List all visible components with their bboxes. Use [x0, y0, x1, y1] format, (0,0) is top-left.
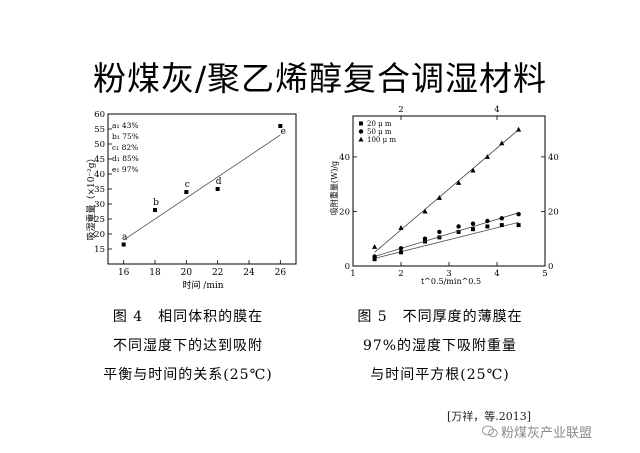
fig4-point-label: c [185, 180, 190, 190]
fig5-caption-line: 图 5 不同厚度的薄膜在 [357, 309, 523, 325]
fig4-xlabel: 时间 /min [182, 279, 223, 291]
fig5-data-point [422, 208, 428, 214]
watermark: 粉煤灰产业联盟 [482, 422, 592, 441]
fig5-x-tick-label: 1 [350, 269, 355, 279]
fig4-x-tick-label: 16 [118, 268, 130, 278]
fig4-x-tick-label: 22 [212, 268, 223, 278]
fig5-data-point [470, 167, 476, 173]
fig4-legend-entry: a₁ 43% [112, 121, 139, 130]
fig4-point-label: a [122, 233, 128, 243]
fig5-data-point [437, 235, 442, 240]
fig4-y-tick-label: 60 [94, 110, 105, 120]
fig5-ylabel: 吸附重量(W)/g [329, 161, 339, 215]
fig5-y-tick-label: 20 [339, 207, 350, 217]
fig4-data-point [121, 242, 126, 247]
fig4-caption: 图 4 相同体积的膜在 不同湿度下的达到吸附 平衡与时间的关系(25℃) [88, 303, 288, 390]
fig5-data-point [499, 216, 504, 221]
fig4-y-tick-label: 35 [94, 185, 105, 195]
fig4-point-label: d [216, 177, 222, 187]
fig5-chart: 吸附重量(W)/g t^0.5/min^0.5 1 2 3 4 52 4020400204… [329, 105, 559, 286]
fig4-y-tick-label: 30 [94, 200, 105, 210]
fig4-y-tick-label: 25 [94, 215, 105, 225]
fig5-data-point [372, 254, 377, 259]
fig5-data-point [436, 195, 442, 200]
wechat-icon [482, 425, 498, 438]
watermark-text: 粉煤灰产业联盟 [501, 426, 593, 441]
fig5-y-right-tick-label: 20 [548, 207, 559, 217]
fig5-x-top-tick-label: 4 [494, 105, 499, 115]
fig5-legend-entry: 50 μ m [367, 128, 392, 136]
fig4-y-tick-label: 50 [94, 140, 105, 150]
fig5-data-point [470, 221, 476, 226]
fig5-fit-line [374, 212, 519, 257]
fig5-y-tick-label: 0 [345, 262, 350, 272]
fig5-data-point [471, 227, 475, 232]
fig5-x-tick-label: 3 [446, 269, 451, 279]
fig5-data-point [372, 244, 378, 249]
fig4-data-point [278, 124, 283, 128]
fig5-data-point [499, 140, 505, 146]
fig5-data-point [499, 223, 504, 228]
fig5-fit-line [374, 221, 519, 259]
fig4-legend-entry: e₁ 97% [112, 165, 139, 174]
citation: [万祥，等.2013] [447, 410, 532, 423]
fig5-y-right-tick-label: 40 [548, 153, 559, 163]
fig4-data-point [184, 190, 189, 194]
fig4-x-tick-label: 26 [275, 268, 287, 278]
fig5-data-point [372, 257, 377, 262]
fig5-caption: 图 5 不同厚度的薄膜在 97%的湿度下吸附重量 与时间平方根(25℃) [335, 303, 545, 390]
fig4-caption-line: 不同湿度下的达到吸附 [113, 338, 263, 354]
fig4-caption-line: 平衡与时间的关系(25℃) [103, 367, 273, 383]
fig5-data-point [398, 225, 404, 230]
fig5-caption-line: 97%的湿度下吸附重量 [362, 338, 518, 354]
fig5-data-point [485, 224, 490, 229]
fig5-legend-marker [358, 129, 364, 134]
fig5-legend-entry: 100 μ m [367, 136, 396, 144]
fig4-fit-line [123, 134, 281, 241]
fig5-x-tick-label: 5 [542, 269, 547, 279]
fig4-y-tick-label: 40 [94, 170, 105, 180]
fig5-data-point [456, 224, 461, 229]
fig5-data-point [399, 250, 403, 255]
fig5-data-point [485, 218, 490, 224]
fig4-x-tick-label: 18 [149, 268, 161, 278]
fig5-x-tick-label: 2 [398, 269, 403, 279]
fig4-y-tick-label: 15 [94, 245, 105, 255]
fig4-caption-line: 图 4 相同体积的膜在 [112, 309, 264, 325]
fig5-data-point [437, 229, 442, 235]
fig4-legend-entry: b₁ 75% [112, 132, 139, 141]
fig5-legend-marker [359, 121, 363, 126]
fig4-legend-entry: d₁ 85% [112, 154, 139, 163]
fig5-y-tick-label: 40 [339, 153, 350, 163]
fig4-point-label: e [281, 127, 286, 137]
fig5-xlabel: t^0.5/min^0.5 [421, 277, 481, 286]
fig5-legend-marker [358, 136, 364, 142]
fig4-x-tick-label: 20 [181, 268, 193, 278]
fig5-legend-entry: 20 μ m [367, 120, 392, 128]
fig5-x-tick-label: 4 [494, 269, 499, 279]
fig4-chart: 吸湿重量（×10⁻²g） 时间 /min 16 18 20 22 24 26 15 20 25 3… [85, 110, 297, 291]
fig4-y-tick-label: 20 [94, 230, 105, 240]
fig5-data-point [516, 126, 522, 132]
fig4-ylabel: 吸湿重量（×10⁻²g） [85, 153, 97, 240]
fig5-y-right-tick-label: 0 [548, 262, 553, 272]
fig5-caption-line: 与时间平方根(25℃) [370, 367, 510, 383]
fig5-data-point [484, 154, 490, 159]
fig5-data-point [456, 180, 462, 185]
fig4-data-point [153, 208, 157, 212]
slide-title: 粉煤灰/聚乙烯醇复合调湿材料 [92, 59, 548, 98]
fig4-data-point [215, 187, 220, 191]
fig5-data-point [516, 223, 521, 228]
fig5-data-point [398, 246, 404, 251]
fig5-data-point [456, 229, 461, 234]
fig4-legend-entry: c₁ 82% [112, 143, 138, 152]
fig5-fit-line [374, 129, 519, 253]
fig4-x-tick-label: 24 [243, 268, 255, 278]
fig5-data-point [516, 211, 521, 217]
fig4-y-tick-label: 45 [94, 155, 105, 165]
fig5-x-top-tick-label: 2 [398, 105, 403, 115]
fig5-data-point [422, 236, 428, 241]
fig4-point-label: b [153, 198, 159, 208]
fig4-y-tick-label: 55 [94, 125, 105, 135]
